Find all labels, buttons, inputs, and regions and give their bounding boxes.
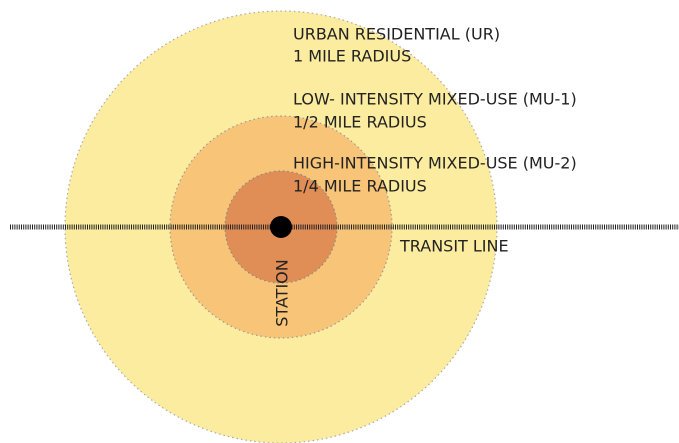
station-label: STATION	[273, 259, 292, 326]
zone-radius: 1/4 MILE RADIUS	[293, 177, 427, 196]
zone-radius: 1 MILE RADIUS	[293, 47, 411, 66]
transit-line-label: TRANSIT LINE	[399, 237, 509, 256]
zone-name: HIGH-INTENSITY MIXED-USE (MU-2)	[293, 154, 577, 173]
station-dot	[270, 216, 292, 238]
zone-name: LOW- INTENSITY MIXED-USE (MU-1)	[293, 90, 577, 109]
zone-name: URBAN RESIDENTIAL (UR)	[293, 25, 500, 44]
zone-radius: 1/2 MILE RADIUS	[293, 113, 427, 132]
